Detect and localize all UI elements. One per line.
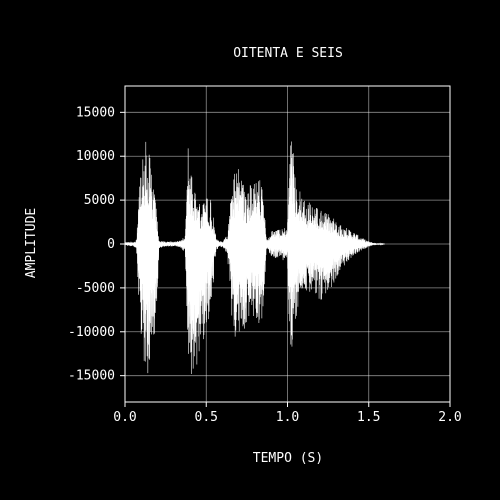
y-tick-label: -15000 <box>68 369 115 384</box>
x-axis-label: TEMPO (S) <box>253 451 323 466</box>
y-tick-label: -10000 <box>68 325 115 340</box>
y-tick-label: 0 <box>107 237 115 252</box>
chart-title: OITENTA E SEIS <box>233 46 343 61</box>
x-tick-label: 0.5 <box>195 410 218 425</box>
x-tick-label: 1.5 <box>357 410 380 425</box>
y-tick-label: -5000 <box>76 281 115 296</box>
waveform-series-line <box>124 141 386 374</box>
x-tick-label: 2.0 <box>438 410 461 425</box>
x-tick-label: 1.0 <box>276 410 299 425</box>
y-tick-label: 10000 <box>76 149 115 164</box>
y-tick-label: 5000 <box>84 193 115 208</box>
y-axis-label: AMPLITUDE <box>24 208 39 278</box>
y-tick-label: 15000 <box>76 105 115 120</box>
x-axis-ticks: 0.0 0.5 1.0 1.5 2.0 <box>113 402 462 425</box>
x-tick-label: 0.0 <box>113 410 136 425</box>
y-axis-ticks: 15000 10000 5000 0 -5000 -10000 -15000 <box>68 105 125 384</box>
plot-area <box>124 141 386 374</box>
